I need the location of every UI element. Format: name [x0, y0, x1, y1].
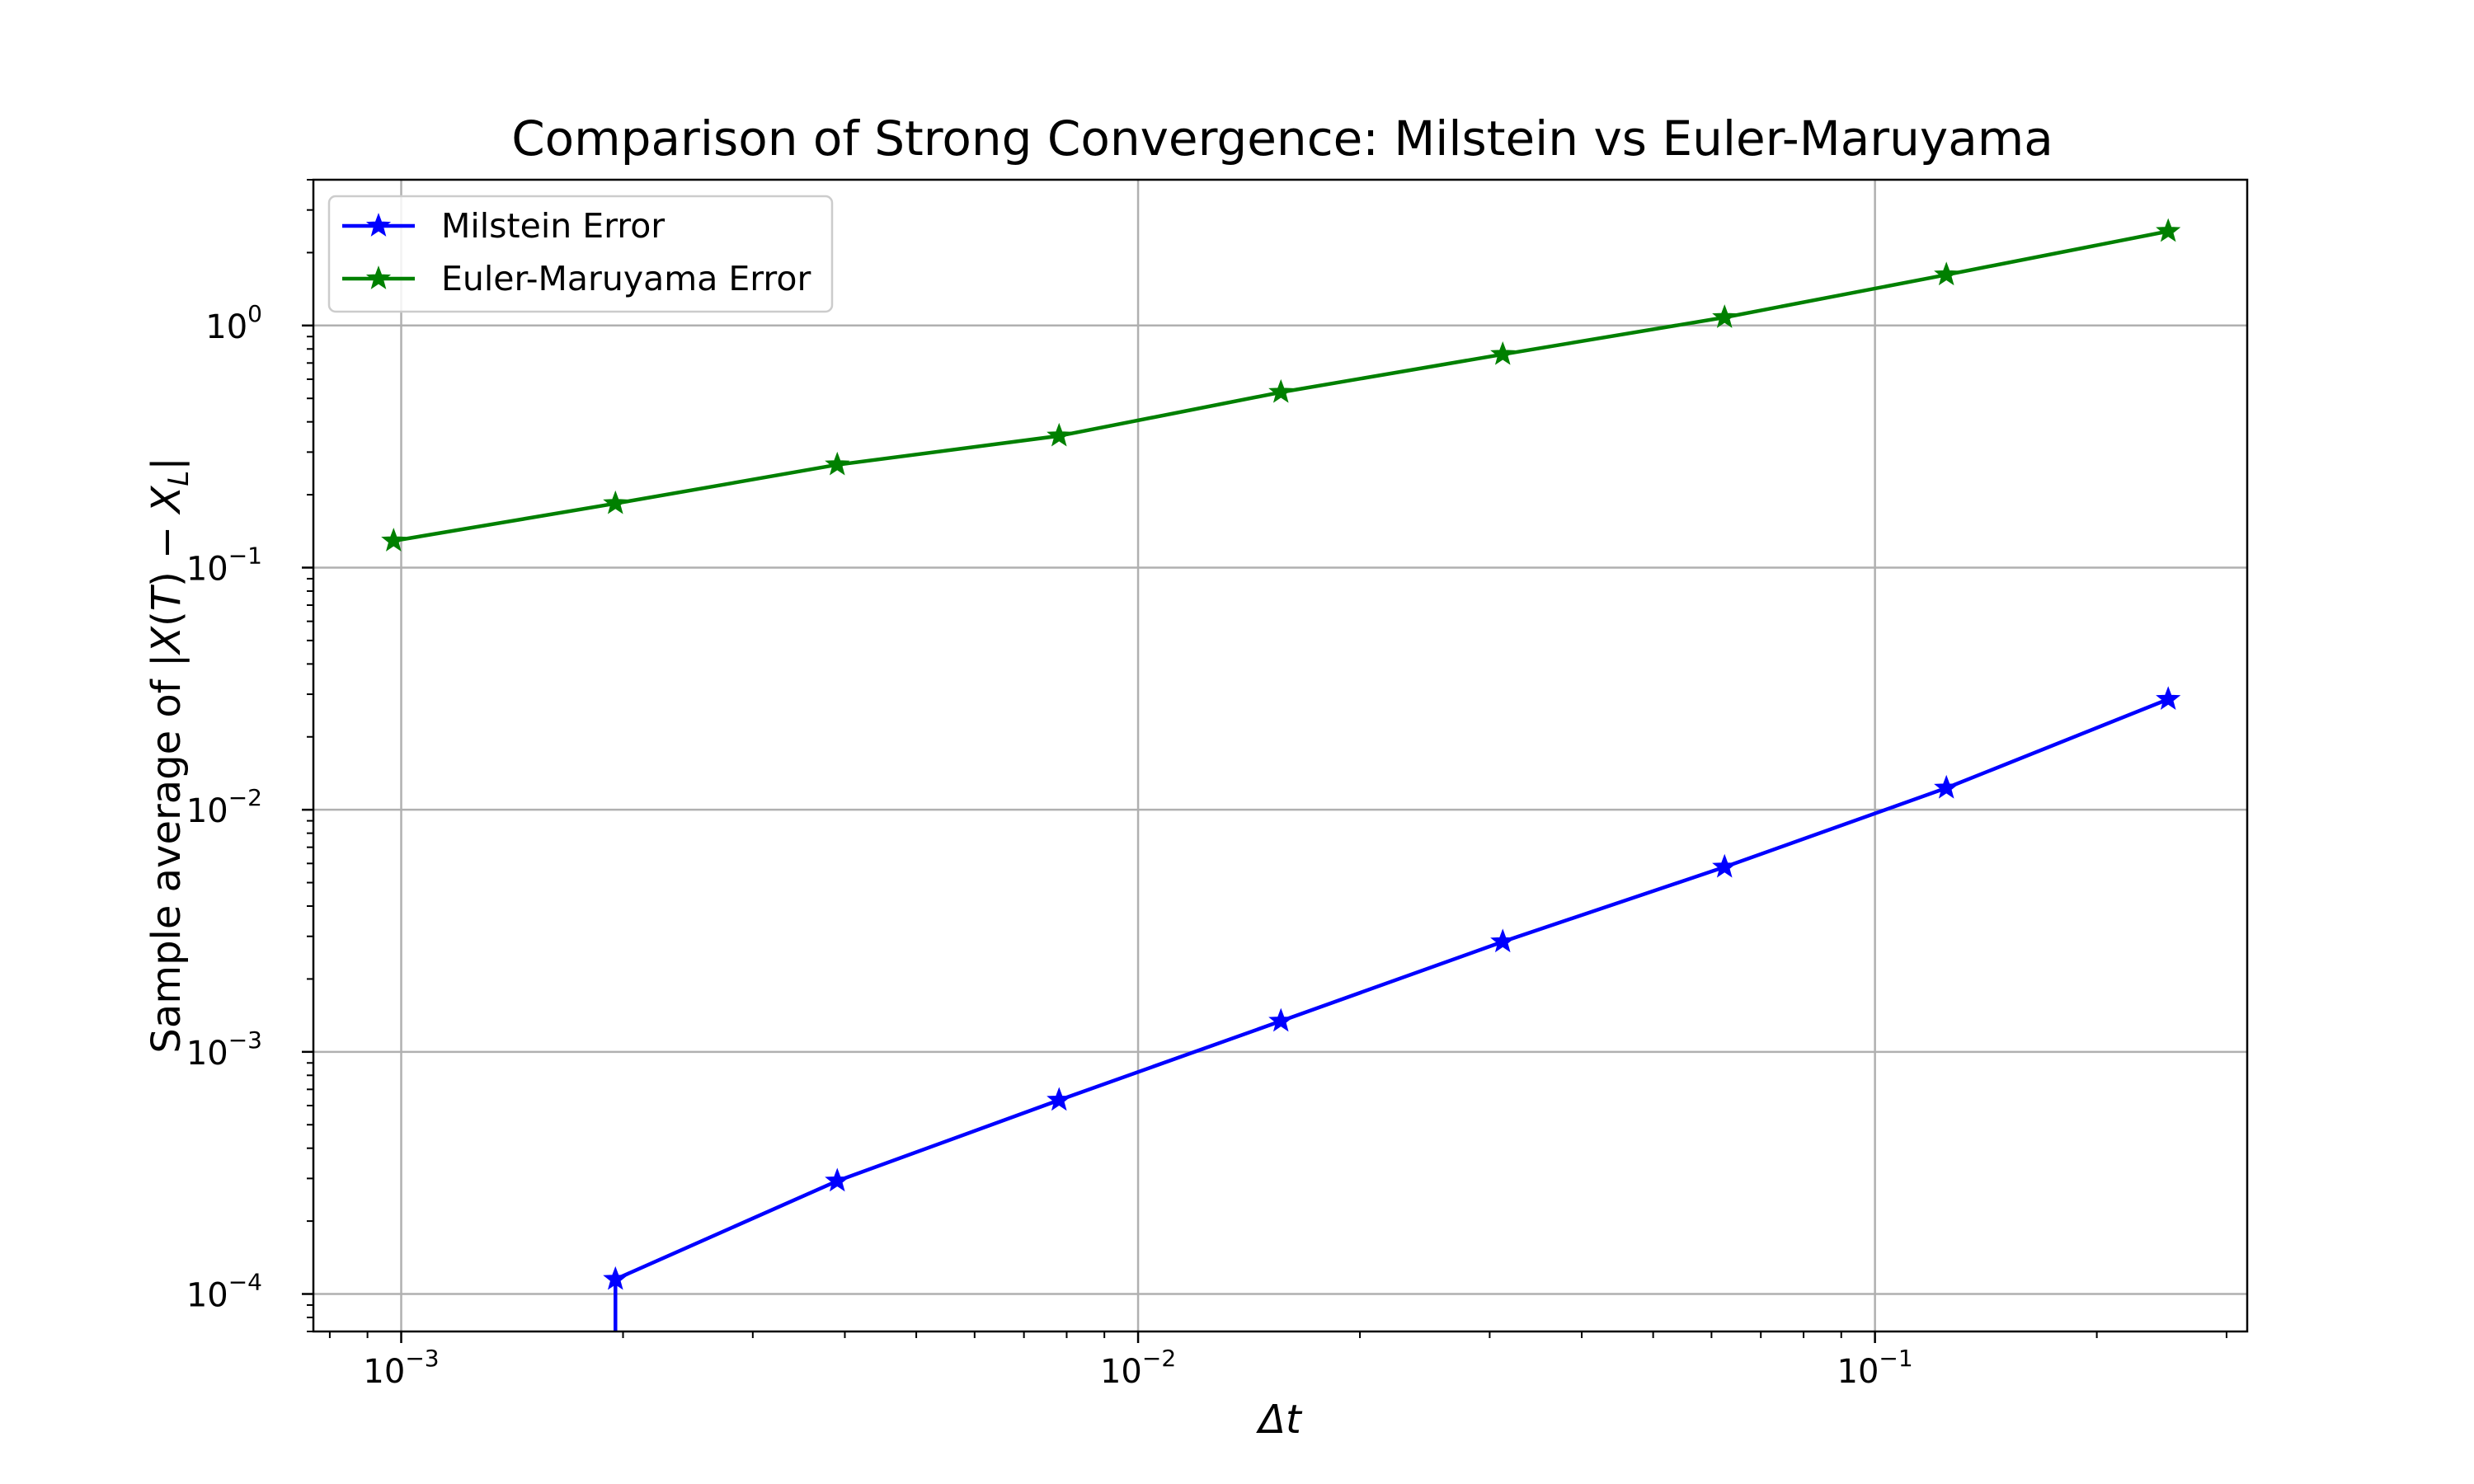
y-tick-label: 100 [205, 300, 262, 346]
data-point-milstein [825, 1167, 850, 1192]
data-point-milstein [1934, 774, 1959, 799]
legend-marker-milstein [365, 213, 392, 237]
data-point-euler [1268, 378, 1294, 403]
y-label-suffix: | [143, 457, 190, 470]
data-point-milstein [1268, 1007, 1294, 1032]
y-tick-label: 10−3 [186, 1026, 262, 1073]
legend: Milstein Error Euler-Maruyama Error [327, 195, 834, 313]
y-label-x: X [143, 626, 190, 656]
data-point-euler [1047, 422, 1072, 447]
x-tick-label: 10−3 [363, 1345, 439, 1391]
data-point-milstein [1490, 928, 1516, 953]
y-axis-ticks: 10−4 10−3 10−2 10−1 100 [186, 300, 313, 1315]
y-label-x2: X [143, 485, 190, 515]
y-label-open: ( [143, 611, 190, 627]
x-tick-label: 10−2 [1100, 1345, 1176, 1391]
minor-ticks [307, 179, 2227, 1338]
y-tick-label: 10−2 [186, 784, 262, 830]
data-point-euler [1490, 340, 1516, 365]
grid-layer [313, 180, 2247, 1331]
x-axis-label: Δt [1255, 1397, 1303, 1443]
x-axis-ticks: 10−3 10−2 10−1 [363, 1331, 1913, 1391]
data-point-milstein [2156, 686, 2181, 710]
data-point-euler [1712, 304, 1738, 328]
data-point-euler [381, 528, 407, 552]
plot-frame [312, 178, 2249, 1333]
data-point-euler [1934, 261, 1959, 286]
y-tick-label: 10−1 [186, 542, 262, 588]
data-point-euler [2156, 218, 2181, 242]
series-layer [381, 218, 2181, 1331]
y-tick-label: 10−4 [186, 1269, 262, 1315]
chart-title: Comparison of Strong Convergence: Milste… [511, 110, 2053, 167]
data-point-milstein [1712, 853, 1738, 878]
legend-marker-euler [365, 265, 392, 289]
data-point-milstein [603, 1266, 628, 1290]
y-label-prefix: Sample average of | [143, 654, 190, 1054]
y-label-t: T [143, 584, 190, 611]
data-point-milstein [1047, 1087, 1072, 1111]
legend-label-euler: Euler-Maruyama Error [441, 259, 811, 298]
data-point-euler [603, 490, 628, 514]
legend-label-milstein: Milstein Error [441, 206, 665, 246]
x-tick-label: 10−1 [1837, 1345, 1913, 1391]
data-point-euler [825, 451, 850, 476]
legend-box [327, 195, 834, 313]
y-label-close: ) − [143, 513, 190, 586]
y-label-subscript: L [162, 471, 195, 486]
y-axis-label: Sample average of |X(T) − XL| [143, 457, 195, 1053]
